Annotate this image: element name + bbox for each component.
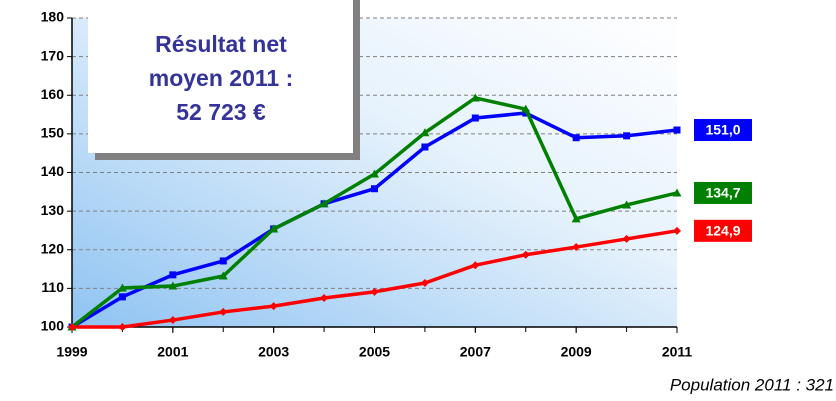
marker bbox=[320, 294, 329, 303]
y-tick-label: 180 bbox=[41, 9, 65, 25]
value-label-box bbox=[694, 219, 752, 242]
y-tick-label: 100 bbox=[41, 318, 65, 334]
marker bbox=[269, 224, 279, 233]
value-label: 124,9 bbox=[705, 223, 740, 239]
marker bbox=[218, 271, 228, 280]
marker bbox=[371, 185, 378, 193]
value-label-box bbox=[694, 119, 752, 142]
marker bbox=[572, 134, 580, 142]
marker bbox=[421, 143, 429, 151]
value-label: 151,0 bbox=[705, 122, 740, 138]
value-label: 134,7 bbox=[705, 185, 740, 201]
marker bbox=[672, 188, 682, 197]
marker bbox=[117, 283, 127, 292]
marker bbox=[169, 271, 177, 279]
marker bbox=[622, 234, 631, 243]
marker bbox=[168, 281, 178, 290]
marker bbox=[471, 114, 479, 122]
marker bbox=[118, 293, 126, 301]
marker bbox=[571, 214, 581, 223]
y-tick-label: 140 bbox=[41, 163, 65, 179]
x-tick-label: 1999 bbox=[56, 344, 87, 360]
marker bbox=[219, 257, 227, 265]
x-tick-label: 2011 bbox=[662, 344, 693, 360]
x-tick-label: 2003 bbox=[258, 344, 289, 360]
marker bbox=[370, 287, 379, 296]
marker bbox=[572, 243, 581, 252]
annotation-line: Résultat net bbox=[155, 31, 287, 57]
x-tick-label: 2007 bbox=[460, 344, 491, 360]
marker bbox=[370, 169, 379, 178]
marker bbox=[269, 302, 278, 311]
y-tick-label: 120 bbox=[41, 240, 65, 256]
marker bbox=[68, 323, 76, 331]
value-label-box bbox=[694, 181, 752, 204]
footnote: Population 2011 : 321 bbox=[670, 375, 834, 394]
marker bbox=[470, 93, 480, 102]
marker bbox=[420, 278, 429, 287]
marker bbox=[420, 128, 430, 137]
x-tick-label: 2005 bbox=[359, 344, 390, 360]
y-tick-label: 150 bbox=[41, 125, 65, 141]
x-tick-label: 2009 bbox=[561, 344, 592, 360]
marker bbox=[219, 307, 228, 316]
marker bbox=[168, 316, 177, 325]
marker bbox=[673, 226, 681, 235]
marker bbox=[521, 250, 530, 259]
marker bbox=[623, 132, 631, 140]
marker bbox=[673, 126, 681, 134]
marker bbox=[622, 200, 632, 209]
annotation-line: moyen 2011 : bbox=[149, 65, 293, 91]
annotation-line: 52 723 € bbox=[176, 99, 266, 125]
x-tick-label: 2001 bbox=[157, 344, 188, 360]
marker bbox=[319, 199, 329, 208]
marker bbox=[521, 104, 531, 113]
y-tick-label: 130 bbox=[41, 202, 65, 218]
annotation-box bbox=[88, 0, 353, 153]
y-tick-label: 110 bbox=[41, 279, 64, 295]
y-tick-label: 160 bbox=[41, 86, 65, 102]
y-tick-label: 170 bbox=[41, 47, 65, 63]
marker bbox=[118, 323, 127, 331]
marker bbox=[471, 261, 480, 270]
